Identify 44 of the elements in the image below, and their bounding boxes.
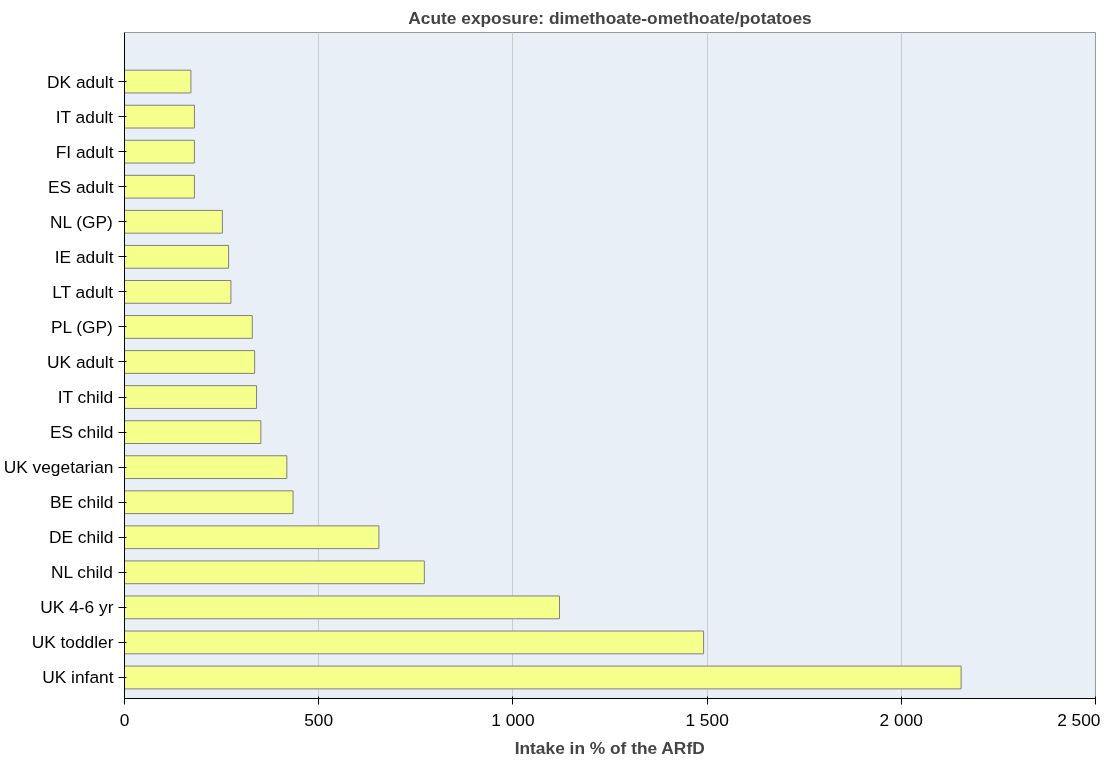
bar	[124, 139, 195, 164]
y-tick-label: UK infant	[42, 667, 114, 688]
bar	[124, 595, 561, 620]
y-tick-label: LT adult	[52, 281, 114, 302]
y-tick-label: FI adult	[55, 141, 114, 162]
y-tick-label: UK toddler	[31, 632, 114, 653]
bar	[124, 69, 192, 94]
y-tick-label: DE child	[48, 527, 114, 548]
bar	[124, 280, 232, 304]
x-tick-label: 2 000	[879, 709, 923, 730]
y-tick-label: ES adult	[47, 176, 114, 197]
bar	[124, 104, 195, 129]
bar	[124, 315, 253, 339]
bar	[124, 244, 230, 269]
x-tick-label: 2 500	[1057, 709, 1101, 730]
x-tick-label: 500	[304, 709, 334, 730]
y-tick-label: NL child	[50, 562, 113, 583]
bar	[124, 665, 962, 690]
bar	[124, 174, 195, 199]
y-tick-label: DK adult	[47, 71, 114, 92]
y-tick-label: NL (GP)	[49, 211, 113, 232]
bar	[124, 420, 262, 444]
bar	[124, 490, 294, 515]
y-tick-label: UK vegetarian	[3, 457, 114, 478]
y-tick-label: UK 4-6 yr	[40, 597, 114, 618]
x-axis-title: Intake in % of the ARfD	[514, 737, 705, 758]
bar	[124, 350, 256, 374]
y-tick-label: UK adult	[47, 351, 114, 372]
chart-title: Acute exposure: dimethoate-omethoate/potatoes	[408, 7, 812, 28]
y-tick-label: ES child	[49, 422, 114, 443]
bar	[124, 630, 705, 655]
bar	[124, 525, 380, 550]
y-tick-label: PL (GP)	[50, 316, 113, 337]
y-tick-label: IE adult	[54, 246, 114, 267]
y-tick-label: BE child	[49, 492, 114, 513]
y-tick-label: IT child	[57, 387, 114, 408]
y-tick-label: IT adult	[55, 106, 114, 127]
bar	[124, 455, 288, 480]
x-tick-label: 1 000	[491, 709, 535, 730]
bar	[124, 560, 425, 585]
bar	[124, 385, 258, 409]
bar	[124, 209, 223, 234]
x-tick-label: 0	[119, 709, 130, 730]
x-tick-label: 1 500	[685, 709, 729, 730]
